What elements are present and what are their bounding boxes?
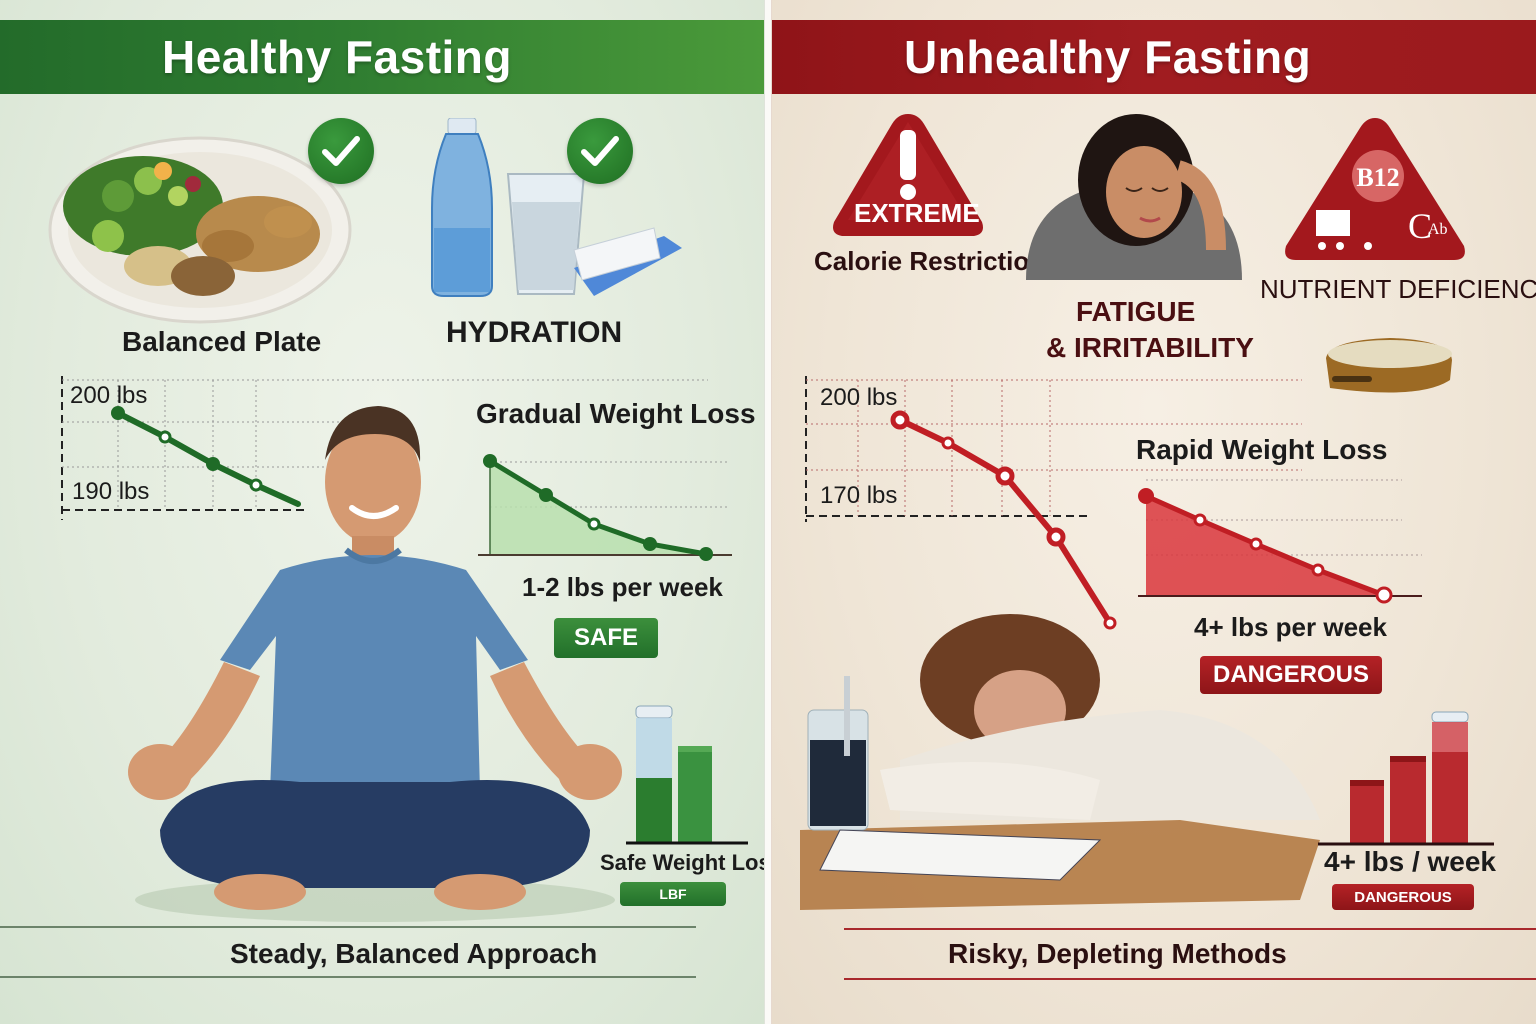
safe-badge: SAFE xyxy=(554,618,658,658)
unhealthy-footer-bottom-rule xyxy=(844,978,1536,980)
warning-triangle-icon xyxy=(833,114,983,236)
c-text: C xyxy=(1408,206,1432,246)
healthy-y-top-label: 200 lbs xyxy=(70,382,148,409)
ab-text: Ab xyxy=(1428,221,1448,238)
nutrient-triangle-icon: B12 C Ab xyxy=(1285,118,1465,260)
hydration-label: HYDRATION xyxy=(446,316,623,349)
gradual-weight-loss-area-chart xyxy=(478,454,732,561)
unhealthy-weight-line-chart xyxy=(805,376,1302,630)
nutrient-deficiency-label: NUTRIENT DEFICIENCY xyxy=(1260,274,1536,304)
dangerous-bar-chart xyxy=(1318,711,1494,846)
fatigue-label-line2: & IRRITABILITY xyxy=(1046,332,1254,363)
lbf-badge: LBF xyxy=(620,882,726,906)
water-bottle-glass-image xyxy=(431,118,682,297)
balanced-plate-label: Balanced Plate xyxy=(122,326,322,357)
gradual-weight-loss-title: Gradual Weight Loss xyxy=(476,398,756,429)
exhausted-woman-at-desk-image xyxy=(800,614,1320,910)
healthy-footer-bottom-rule xyxy=(0,976,696,978)
calorie-restriction-label: Calorie Restriction xyxy=(814,246,1046,276)
dangerous-small-badge: DANGEROUS xyxy=(1332,884,1474,910)
healthy-footer-top-rule xyxy=(0,926,696,928)
unhealthy-banner: Unhealthy Fasting xyxy=(772,20,1536,94)
safe-weight-loss-bar-chart xyxy=(626,705,748,845)
healthy-banner: Healthy Fasting xyxy=(0,20,764,94)
gold-dish-image xyxy=(1326,338,1452,393)
dangerous-badge: DANGEROUS xyxy=(1200,656,1382,694)
unhealthy-footer-top-rule xyxy=(844,928,1536,930)
rapid-weight-loss-area-chart xyxy=(1138,479,1422,604)
hydration-check-icon xyxy=(567,118,633,184)
four-plus-per-week-title: 4+ lbs / week xyxy=(1324,846,1496,877)
unhealthy-panel: Unhealthy Fasting EXTREME Calorie Restri… xyxy=(772,0,1536,1024)
meditating-man-image xyxy=(128,406,622,922)
plate-check-icon xyxy=(308,118,374,184)
extreme-badge-text: EXTREME xyxy=(854,198,980,228)
safe-weight-loss-title: Safe Weight Loss xyxy=(600,850,764,875)
healthy-title: Healthy Fasting xyxy=(162,31,513,83)
healthy-weight-line-chart xyxy=(61,376,708,520)
panel-divider xyxy=(764,0,772,1024)
unhealthy-title: Unhealthy Fasting xyxy=(904,31,1312,83)
b12-text: B12 xyxy=(1356,163,1399,192)
unhealthy-y-bottom-label: 170 lbs xyxy=(820,482,898,509)
gradual-rate-label: 1-2 lbs per week xyxy=(522,572,723,602)
fatigue-label-line1: FATIGUE xyxy=(1076,296,1196,327)
rapid-weight-loss-title: Rapid Weight Loss xyxy=(1136,434,1388,465)
balanced-plate-image xyxy=(48,136,352,324)
healthy-panel: Healthy Fasting Balanced Plate HYDRATION xyxy=(0,0,764,1024)
unhealthy-y-top-label: 200 lbs xyxy=(820,384,898,411)
rapid-rate-label: 4+ lbs per week xyxy=(1194,612,1387,642)
healthy-y-bottom-label: 190 lbs xyxy=(72,478,150,505)
tired-woman-image xyxy=(1026,114,1242,280)
unhealthy-footer-text: Risky, Depleting Methods xyxy=(948,938,1287,969)
healthy-footer-text: Steady, Balanced Approach xyxy=(230,938,598,969)
